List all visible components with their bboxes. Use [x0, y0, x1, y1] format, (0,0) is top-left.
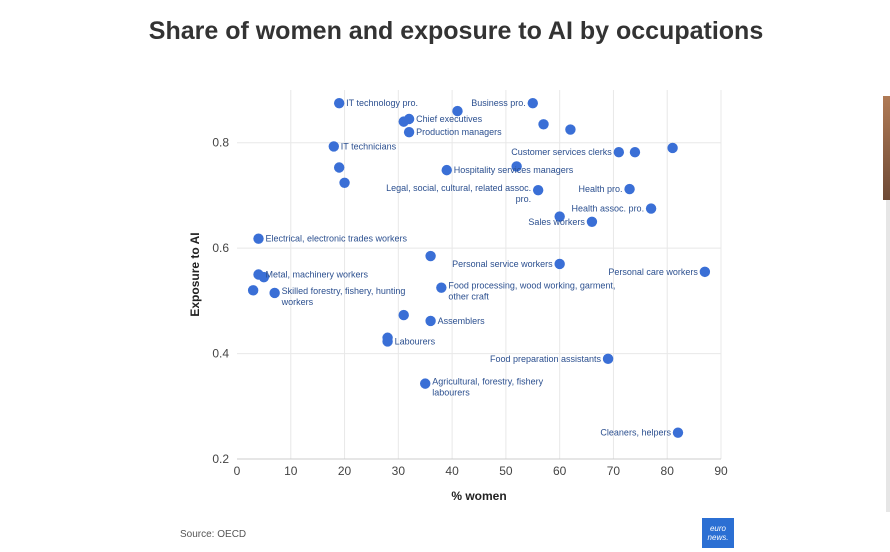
data-point — [586, 216, 598, 227]
point-label: Sales workers — [528, 217, 585, 227]
data-point — [532, 184, 544, 196]
point-label-line: Skilled forestry, fishery, hunting — [282, 286, 406, 296]
data-point — [554, 258, 565, 270]
point-label-line: Agricultural, forestry, fishery — [432, 377, 543, 387]
edge-divider — [886, 200, 890, 512]
data-point — [699, 266, 711, 278]
point-label: Food processing, wood working, garment, o… — [448, 281, 615, 302]
x-tick-label: 80 — [661, 464, 675, 478]
data-point — [624, 183, 635, 195]
y-tick-label: 0.6 — [212, 241, 229, 255]
point-label-line: labourers — [432, 388, 470, 398]
data-point — [452, 105, 463, 117]
x-tick-label: 0 — [234, 464, 241, 478]
point-label: Business pro. — [471, 98, 526, 108]
point-label-line: pro. — [516, 194, 532, 204]
data-point — [333, 162, 345, 173]
data-point — [511, 161, 522, 172]
point-label: Health assoc. pro. — [572, 204, 645, 214]
x-tick-label: 70 — [607, 464, 621, 478]
point-label: Assemblers — [438, 316, 486, 326]
point-label-line: workers — [281, 297, 314, 307]
data-point — [436, 282, 447, 293]
logo-line-1: euro — [709, 524, 726, 533]
y-tick-label: 0.4 — [212, 347, 229, 361]
x-tick-label: 90 — [714, 464, 728, 478]
point-label: Food preparation assistants — [490, 354, 602, 364]
data-point — [247, 285, 259, 296]
data-point — [403, 126, 415, 138]
data-point — [420, 378, 431, 389]
point-label: Legal, social, cultural, related assoc. p… — [386, 183, 531, 204]
point-label-line: Legal, social, cultural, related assoc. — [386, 183, 531, 193]
y-tick-label: 0.8 — [212, 136, 229, 150]
data-point — [629, 147, 641, 158]
edge-photo-fragment — [883, 96, 890, 200]
data-point — [333, 97, 345, 109]
point-label: Chief executives — [416, 114, 483, 124]
x-tick-label: 20 — [338, 464, 352, 478]
data-point — [339, 177, 350, 188]
point-label: IT technicians — [341, 141, 397, 151]
point-label: Health pro. — [579, 184, 623, 194]
y-tick-label: 0.2 — [212, 452, 229, 466]
data-point — [258, 271, 270, 283]
x-tick-label: 50 — [499, 464, 513, 478]
point-label-line: other craft — [448, 292, 489, 302]
point-label: Hospitality services managers — [454, 165, 574, 175]
data-point — [328, 141, 339, 152]
data-point — [425, 315, 436, 327]
point-label: Cleaners, helpers — [600, 428, 671, 438]
data-point — [602, 353, 614, 365]
point-label: Metal, machinery workers — [266, 270, 369, 280]
y-axis-title: Exposure to AI — [188, 232, 202, 316]
data-point — [269, 287, 280, 299]
point-label: Electrical, electronic trades workers — [266, 234, 408, 244]
euronews-logo: euro news. — [702, 518, 734, 548]
data-point — [667, 142, 678, 154]
data-point — [398, 309, 409, 321]
data-point — [645, 203, 657, 214]
data-point — [382, 336, 393, 347]
x-tick-label: 60 — [553, 464, 567, 478]
source-note: Source: OECD — [180, 529, 247, 540]
point-label: Labourers — [395, 336, 436, 346]
data-point — [565, 124, 576, 135]
logo-line-2: news. — [707, 533, 729, 542]
point-label: Production managers — [416, 127, 502, 137]
data-point — [253, 233, 264, 244]
data-point — [538, 119, 549, 130]
point-label: IT technology pro. — [346, 98, 418, 108]
data-point — [441, 164, 452, 176]
point-label: Customer services clerks — [511, 147, 612, 157]
data-point — [672, 427, 684, 438]
chart-title: Share of women and exposure to AI by occ… — [148, 17, 764, 45]
x-tick-label: 10 — [284, 464, 298, 478]
x-tick-label: 30 — [392, 464, 406, 478]
point-label: Personal care workers — [608, 267, 698, 277]
data-point — [403, 113, 415, 125]
data-point — [425, 250, 436, 262]
data-point — [613, 147, 625, 158]
point-label-line: Food processing, wood working, garment, — [448, 281, 615, 291]
point-label: Personal service workers — [452, 259, 553, 269]
data-point — [527, 97, 538, 109]
point-label: Skilled forestry, fishery, hunting worker… — [281, 286, 406, 307]
x-tick-label: 40 — [445, 464, 459, 478]
point-label: Agricultural, forestry, fishery labourers — [432, 377, 543, 398]
data-point — [554, 211, 565, 222]
x-axis-title: % women — [451, 489, 506, 503]
